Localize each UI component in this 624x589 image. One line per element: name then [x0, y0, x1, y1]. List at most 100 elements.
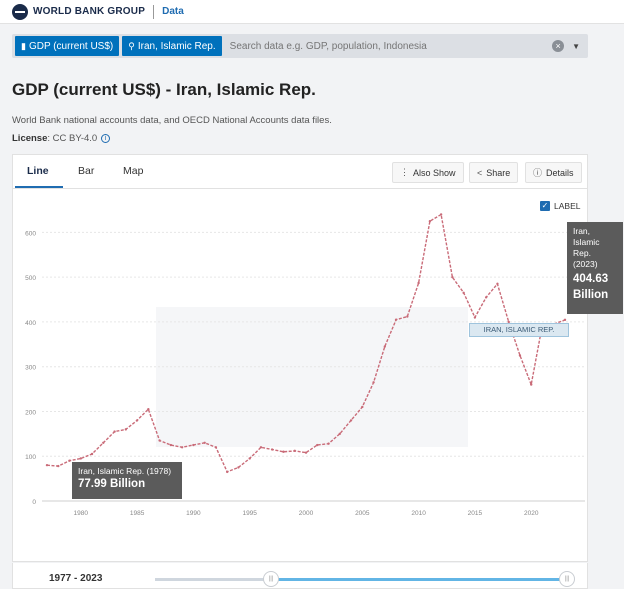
data-point[interactable] [282, 450, 285, 453]
data-point[interactable] [293, 449, 296, 453]
data-point[interactable] [169, 443, 173, 447]
active-tab-indicator [15, 186, 63, 188]
data-point[interactable] [473, 316, 477, 319]
data-point[interactable] [428, 219, 432, 223]
data-point[interactable] [361, 405, 364, 409]
x-tick-label: 1985 [130, 510, 145, 517]
data-point[interactable] [147, 408, 150, 411]
data-point[interactable] [248, 457, 251, 460]
data-point[interactable] [90, 452, 94, 456]
data-link[interactable]: Data [162, 6, 184, 17]
data-point[interactable] [484, 296, 488, 299]
search-bar: ▮ GDP (current US$) ⚲ Iran, Islamic Rep.… [12, 34, 588, 58]
data-point[interactable] [180, 446, 184, 449]
data-point[interactable] [496, 282, 499, 286]
indicator-chip[interactable]: ▮ GDP (current US$) [15, 36, 120, 56]
data-point[interactable] [372, 381, 375, 384]
more-vertical-icon: ⋮ [400, 167, 409, 177]
tab-line[interactable]: Line [27, 165, 49, 177]
tooltip-2023: Iran, Islamic Rep. (2023) 404.63 Billion [567, 222, 623, 314]
checkbox-checked-icon[interactable]: ✓ [540, 201, 550, 211]
page-subtitle: World Bank national accounts data, and O… [12, 115, 332, 126]
tooltip-1978: Iran, Islamic Rep. (1978) 77.99 Billion [72, 462, 182, 499]
license-line: License: CC BY-4.0 i [12, 133, 111, 144]
data-point[interactable] [563, 318, 567, 322]
data-point[interactable] [518, 354, 522, 357]
data-point[interactable] [57, 464, 60, 468]
data-point[interactable] [68, 459, 71, 462]
data-point[interactable] [316, 443, 319, 447]
license-value: : CC BY-4.0 [47, 133, 98, 144]
data-point[interactable] [439, 213, 443, 216]
range-footer: 1977 - 2023 ||| ||| [12, 563, 588, 589]
chevron-down-icon[interactable]: ▼ [572, 41, 580, 51]
x-tick-label: 1995 [242, 510, 257, 517]
bar-chart-icon: ▮ [21, 40, 26, 51]
data-point[interactable] [507, 320, 510, 324]
label-toggle[interactable]: ✓ LABEL [540, 201, 580, 211]
search-input[interactable] [229, 40, 553, 52]
y-tick-label: 0 [32, 499, 36, 506]
year-slider-fill [271, 578, 569, 581]
x-tick-label: 2020 [524, 510, 539, 517]
x-tick-label: 2015 [468, 510, 483, 517]
tooltip-2023-line2: Islamic [573, 237, 600, 247]
top-bar: WORLD BANK GROUP Data [0, 0, 624, 24]
data-point[interactable] [113, 430, 116, 433]
tab-bar[interactable]: Bar [78, 165, 95, 177]
data-point[interactable] [383, 345, 387, 348]
page-title: GDP (current US$) - Iran, Islamic Rep. [12, 80, 316, 99]
data-point[interactable] [79, 457, 82, 460]
y-tick-label: 200 [25, 409, 36, 416]
data-point[interactable] [158, 439, 161, 442]
x-tick-label: 1990 [186, 510, 201, 517]
data-point[interactable] [304, 451, 308, 454]
data-point[interactable] [203, 441, 206, 444]
data-point[interactable] [394, 318, 398, 321]
data-point[interactable] [349, 419, 353, 422]
world-bank-logo-icon[interactable] [12, 3, 28, 20]
slider-start-handle[interactable]: ||| [263, 571, 279, 587]
data-point[interactable] [417, 281, 420, 285]
series-line-iran[interactable] [46, 213, 566, 473]
logo-text[interactable]: WORLD BANK GROUP [33, 6, 146, 17]
share-button[interactable]: < Share [469, 162, 519, 183]
data-point[interactable] [530, 383, 533, 386]
tooltip-2023-unit: Billion [573, 289, 609, 301]
data-point[interactable] [462, 291, 465, 295]
logo-divider [153, 4, 155, 19]
data-point[interactable] [237, 466, 240, 469]
indicator-chip-label: GDP (current US$) [28, 40, 114, 52]
location-pin-icon: ⚲ [128, 40, 135, 51]
share-icon: < [477, 167, 483, 178]
data-point[interactable] [259, 446, 263, 449]
also-show-label: Also Show [413, 167, 456, 178]
data-point[interactable] [225, 470, 229, 474]
data-point[interactable] [327, 442, 330, 445]
data-point[interactable] [124, 428, 128, 431]
country-chip[interactable]: ⚲ Iran, Islamic Rep. [122, 36, 222, 56]
also-show-button[interactable]: ⋮ Also Show [392, 162, 464, 183]
tab-map[interactable]: Map [123, 165, 144, 177]
y-tick-label: 400 [25, 320, 36, 327]
data-point[interactable] [451, 275, 454, 279]
clear-search-icon[interactable]: × [552, 40, 565, 52]
x-tick-label: 1980 [74, 510, 89, 517]
tooltip-1978-name: Iran, Islamic Rep. (1978) [78, 466, 172, 476]
data-point[interactable] [135, 419, 139, 422]
info-icon[interactable]: i [101, 133, 111, 143]
x-tick-labels: 1980 1985 1990 1995 2000 2005 2010 2015 2020 [74, 510, 539, 517]
data-point[interactable] [45, 463, 49, 467]
data-point[interactable] [192, 443, 195, 447]
watermark [156, 307, 468, 447]
slider-end-handle[interactable]: ||| [559, 571, 575, 587]
chart-tabs: Line Bar Map ⋮ Also Show < Share ⓘ Detai… [13, 155, 587, 189]
details-button[interactable]: ⓘ Details [525, 162, 582, 183]
x-tick-label: 2010 [411, 510, 426, 517]
data-point[interactable] [338, 432, 341, 436]
data-point[interactable] [102, 441, 105, 444]
data-point[interactable] [406, 315, 409, 318]
data-point[interactable] [271, 448, 274, 451]
data-point[interactable] [214, 446, 218, 449]
